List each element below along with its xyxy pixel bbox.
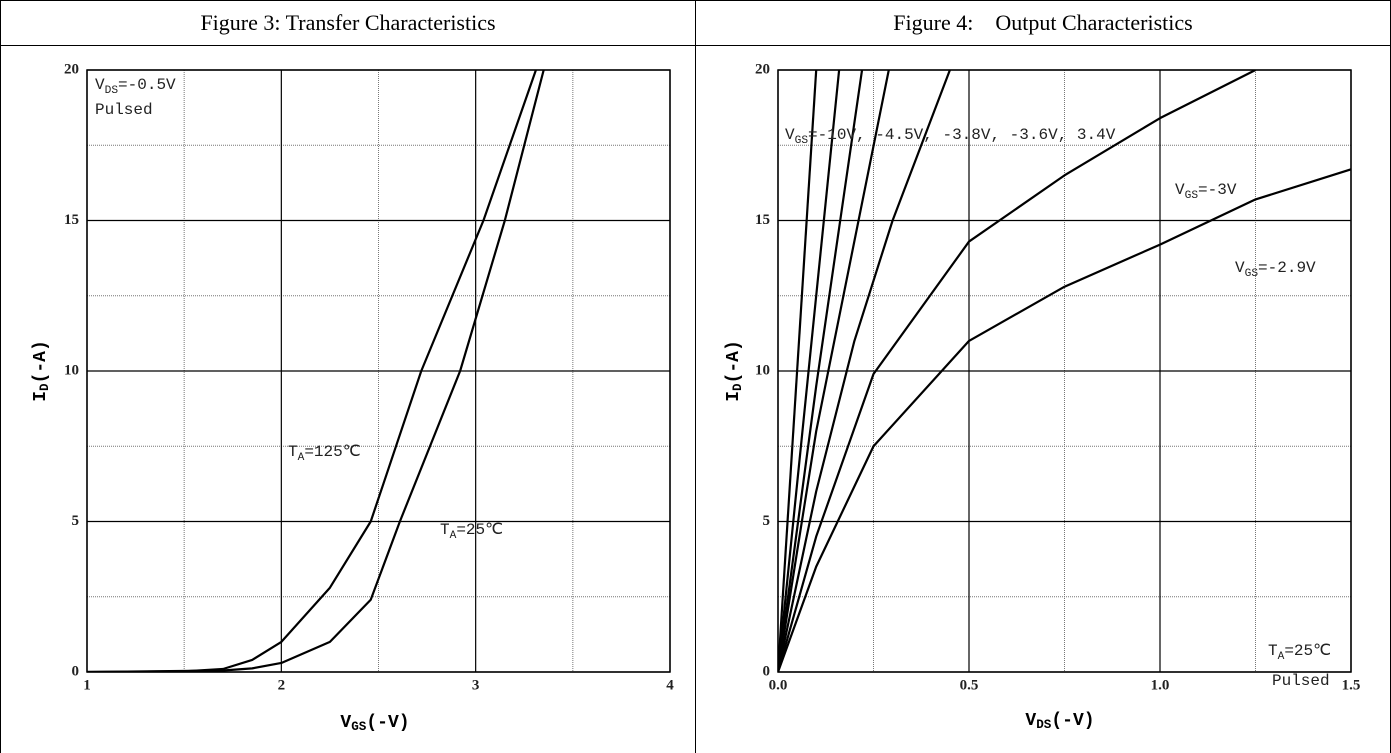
text-part: V <box>1025 711 1036 731</box>
x-tick-label: 0.5 <box>960 677 979 693</box>
text-sub: A <box>298 452 305 464</box>
text-part: =125℃ <box>304 443 360 461</box>
x-axis-label: VGS(-V) <box>340 713 409 735</box>
x-axis-label: VDS(-V) <box>1025 711 1094 733</box>
text-part: T <box>288 443 298 461</box>
annotation: Pulsed <box>1272 672 1330 690</box>
x-tick-label: 1 <box>83 677 91 693</box>
chart-title: Figure 3: Transfer Characteristics <box>200 10 495 35</box>
text-sub: A <box>450 530 457 542</box>
chart-title: Figure 4: Output Characteristics <box>893 10 1192 35</box>
text-sub: GS <box>1185 190 1199 202</box>
text-sub: GS <box>1245 268 1259 280</box>
y-tick-label: 5 <box>763 513 771 529</box>
curve <box>778 70 841 672</box>
x-tick-label: 1.0 <box>1151 677 1170 693</box>
y-tick-label: 15 <box>64 212 79 228</box>
text-part: =-2.9V <box>1258 259 1316 277</box>
curve <box>778 70 890 672</box>
x-tick-label: 1.5 <box>1342 677 1361 693</box>
y-tick-label: 20 <box>64 61 79 77</box>
text-part: I <box>724 391 744 402</box>
curve <box>778 70 818 672</box>
text-part: =-10V, -4.5V, -3.8V, -3.6V, 3.4V <box>808 126 1116 144</box>
text-part: T <box>1268 642 1278 660</box>
curve <box>778 70 864 672</box>
text-sub: DS <box>1036 718 1052 732</box>
text-sub: A <box>1278 651 1285 663</box>
annotation: TA=125℃ <box>288 443 361 464</box>
y-tick-label: 15 <box>755 212 770 228</box>
text-sub: D <box>731 383 745 391</box>
text-part: Pulsed <box>1272 672 1330 690</box>
curve <box>778 70 1256 672</box>
text-part: Pulsed <box>95 101 153 119</box>
text-part: =-3V <box>1198 181 1237 199</box>
x-tick-label: 3 <box>472 677 480 693</box>
text-part: =-0.5V <box>118 76 176 94</box>
x-tick-label: 2 <box>278 677 286 693</box>
text-part: V <box>1175 181 1185 199</box>
text-part: =25℃ <box>456 521 503 539</box>
text-part: T <box>440 521 450 539</box>
plot-frame <box>86 69 671 673</box>
y-tick-label: 0 <box>72 663 80 679</box>
text-part: (-V) <box>366 713 409 733</box>
text-sub: GS <box>351 720 367 734</box>
x-tick-label: 4 <box>666 677 674 693</box>
annotation: Pulsed <box>95 101 153 119</box>
x-tick-label: 0.0 <box>769 677 788 693</box>
y-axis-label: ID(-A) <box>31 340 53 402</box>
text-sub: D <box>38 383 52 391</box>
text-part: V <box>95 76 105 94</box>
plot-frame <box>777 69 1352 673</box>
text-part: V <box>1235 259 1245 277</box>
annotation: TA=25℃ <box>1268 642 1331 663</box>
curve <box>778 168 1351 672</box>
text-part: (-A) <box>31 340 51 383</box>
annotation: VGS=-3V <box>1175 181 1237 202</box>
y-tick-label: 10 <box>755 362 770 378</box>
text-part: I <box>31 391 51 402</box>
y-tick-label: 20 <box>755 61 770 77</box>
text-part: V <box>340 713 351 733</box>
curve <box>87 70 545 672</box>
y-axis-label: ID(-A) <box>724 340 746 402</box>
curve <box>778 70 951 672</box>
text-part: V <box>785 126 795 144</box>
text-part: (-A) <box>724 340 744 383</box>
text-part: (-V) <box>1051 711 1094 731</box>
text-sub: DS <box>105 85 119 97</box>
annotation: TA=25℃ <box>440 521 503 542</box>
y-tick-label: 10 <box>64 362 79 378</box>
annotation: VDS=-0.5V <box>95 76 176 97</box>
text-sub: GS <box>795 135 809 147</box>
y-tick-label: 5 <box>72 513 80 529</box>
annotation: VGS=-2.9V <box>1235 259 1316 280</box>
text-part: =25℃ <box>1284 642 1331 660</box>
annotation: VGS=-10V, -4.5V, -3.8V, -3.6V, 3.4V <box>785 126 1116 147</box>
y-tick-label: 0 <box>763 663 771 679</box>
